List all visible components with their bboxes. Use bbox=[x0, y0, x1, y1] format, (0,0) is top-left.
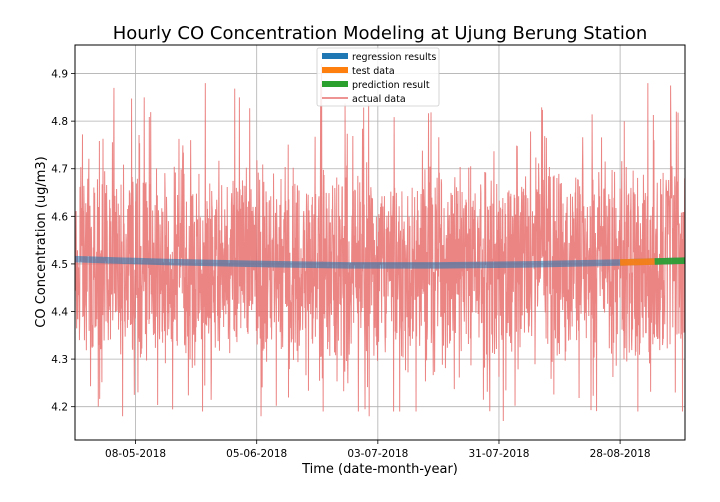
legend-swatch-regression bbox=[322, 53, 348, 59]
x-tick-label: 05-06-2018 bbox=[226, 448, 287, 460]
legend: regression results test data prediction … bbox=[316, 47, 440, 107]
prediction-result-line bbox=[654, 257, 686, 265]
y-tick-label: 4.3 bbox=[51, 354, 68, 366]
test-data-line bbox=[620, 258, 655, 266]
x-tick-label: 28-08-2018 bbox=[590, 448, 651, 460]
legend-label-prediction: prediction result bbox=[352, 80, 430, 91]
fitted-series bbox=[74, 255, 686, 269]
y-axis-label: CO Concentration (ug/m3) bbox=[34, 156, 49, 328]
x-tick-label: 08-05-2018 bbox=[105, 448, 166, 460]
legend-label-test: test data bbox=[352, 66, 395, 77]
legend-box bbox=[316, 47, 440, 107]
legend-swatch-prediction bbox=[322, 81, 348, 87]
y-tick-label: 4.6 bbox=[51, 211, 68, 223]
y-tick-label: 4.9 bbox=[51, 69, 68, 81]
plot-frame bbox=[74, 44, 686, 441]
y-tick-label: 4.8 bbox=[51, 116, 68, 128]
y-tick-label: 4.4 bbox=[51, 307, 68, 319]
y-tick-label: 4.2 bbox=[51, 402, 68, 414]
x-axis-label: Time (date-month-year) bbox=[301, 462, 458, 477]
axis-ticks: 08-05-2018 05-06-2018 03-07-2018 31-07-2018… bbox=[51, 69, 650, 460]
legend-swatch-test bbox=[322, 67, 348, 73]
x-tick-label: 03-07-2018 bbox=[347, 448, 408, 460]
legend-label-regression: regression results bbox=[352, 52, 436, 63]
regression-results-line bbox=[74, 255, 686, 269]
x-tick-label: 31-07-2018 bbox=[468, 448, 529, 460]
legend-label-actual: actual data bbox=[352, 94, 406, 105]
chart-title: Hourly CO Concentration Modeling at Ujun… bbox=[113, 23, 648, 44]
y-tick-label: 4.5 bbox=[51, 259, 68, 271]
y-tick-label: 4.7 bbox=[51, 164, 68, 176]
